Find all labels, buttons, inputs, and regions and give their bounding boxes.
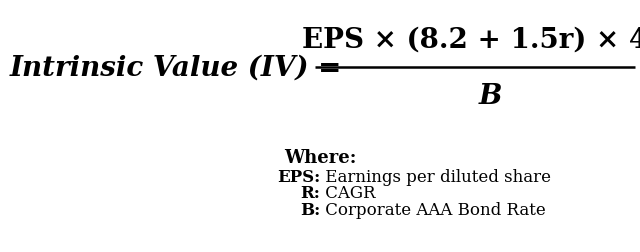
- Text: Corporate AAA Bond Rate: Corporate AAA Bond Rate: [320, 202, 546, 219]
- Text: B:: B:: [300, 202, 320, 219]
- Text: Earnings per diluted share: Earnings per diluted share: [320, 168, 551, 185]
- Text: EPS:: EPS:: [276, 168, 320, 185]
- Text: EPS × (8.2 + 1.5r) × 4.4: EPS × (8.2 + 1.5r) × 4.4: [303, 26, 640, 53]
- Text: B: B: [478, 82, 502, 109]
- Text: Intrinsic Value (IV) =: Intrinsic Value (IV) =: [10, 54, 342, 81]
- Text: Where:: Where:: [284, 148, 356, 166]
- Text: R:: R:: [300, 185, 320, 202]
- Text: CAGR: CAGR: [320, 185, 376, 202]
